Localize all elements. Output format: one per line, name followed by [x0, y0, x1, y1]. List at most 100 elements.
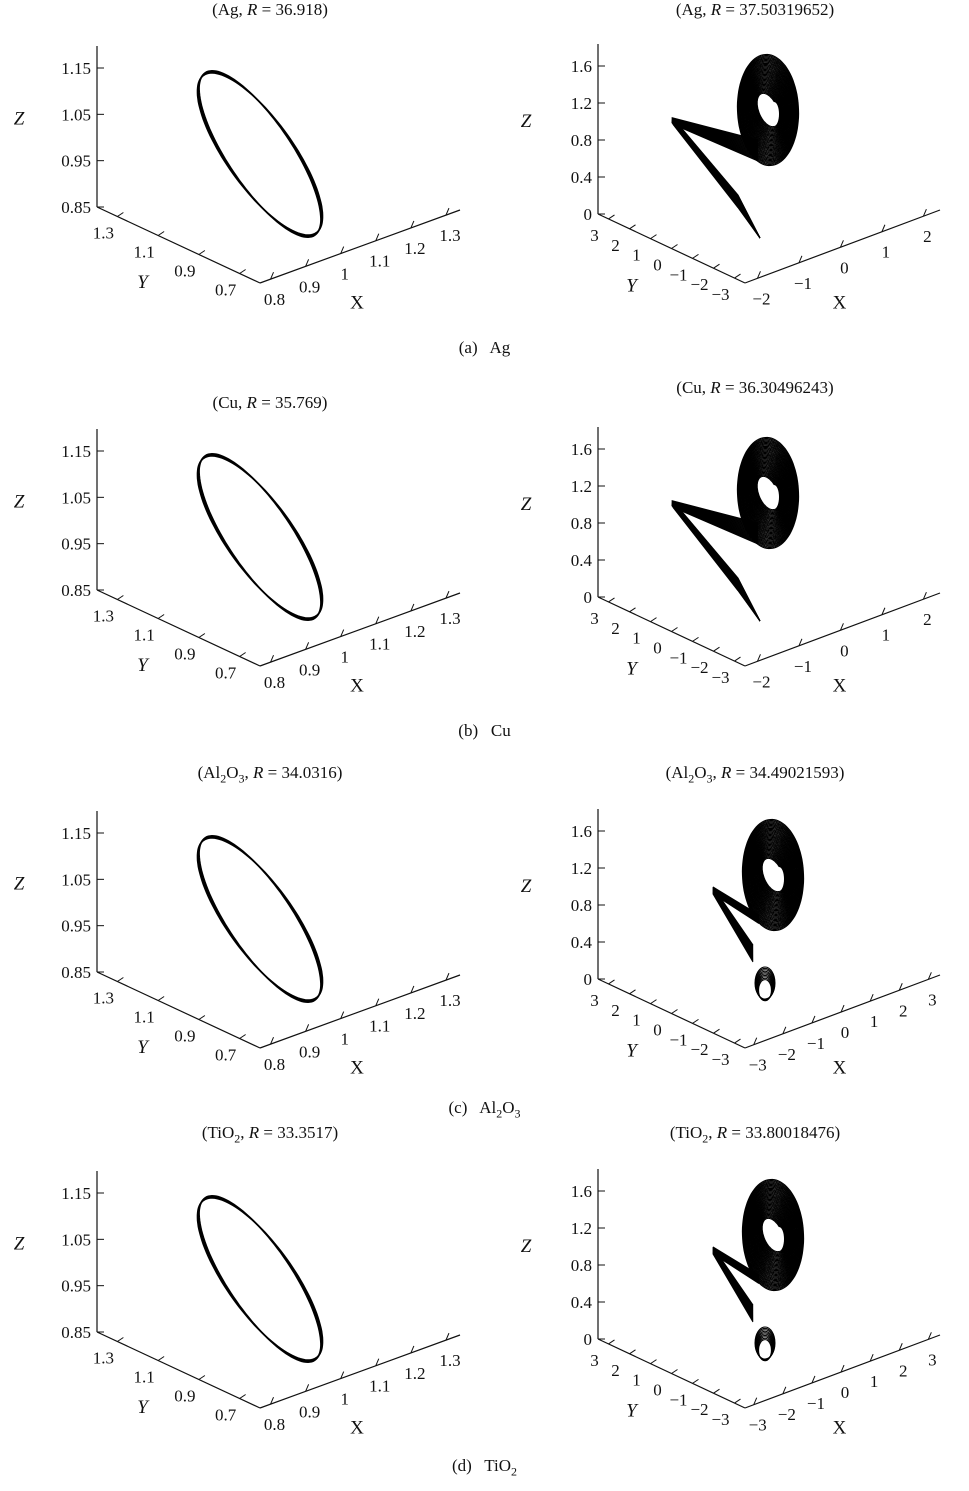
y-tick-label: 0.9	[174, 1027, 195, 1046]
attractor-loop	[752, 468, 784, 518]
x-axis-label: X	[350, 1418, 364, 1439]
attractor-loop	[753, 841, 793, 909]
attractor-loop	[759, 853, 787, 897]
x-tick-label: 0.9	[299, 1402, 320, 1421]
z-tick-label: 0.4	[571, 933, 593, 952]
y-tick-label: 0.9	[174, 645, 195, 664]
attractor-loop	[741, 62, 795, 158]
plot-panel: 1.6 1.2 0.8 0.4 0 Z 3 2 1 0 −1 −2 −3 Y −2 −1 0 1 2 X	[485, 0, 969, 340]
y-tick-label: −1	[669, 648, 687, 667]
z-tick-label: 0.85	[61, 963, 91, 982]
x-tick-label: 0.8	[264, 290, 285, 309]
z-tick-label: 1.15	[61, 442, 91, 461]
x-axis-label: X	[833, 676, 847, 697]
orbit-trajectory	[196, 452, 324, 622]
attractor-loop	[754, 88, 782, 132]
y-tick	[629, 607, 636, 613]
y-tick-label: −2	[690, 275, 708, 294]
z-tick-label: 0.4	[571, 551, 593, 570]
attractor-loop	[748, 1192, 798, 1278]
attractor-loop	[740, 61, 796, 159]
attractor-loop	[754, 1203, 792, 1267]
z-tick-label: 0.8	[571, 1256, 592, 1275]
y-tick	[692, 253, 699, 259]
x-tick	[340, 246, 345, 254]
attractor-loop	[754, 470, 782, 516]
x-tick	[756, 654, 761, 662]
x-tick	[445, 972, 450, 981]
y-tick-label: 0.9	[174, 1387, 195, 1406]
attractor-loop	[754, 87, 782, 133]
x-tick-label: 1.3	[439, 609, 460, 628]
attractor-loop	[752, 838, 794, 912]
x-tick-label: 1	[340, 1390, 349, 1409]
y-tick-label: 2	[611, 619, 620, 638]
attractor-loop	[737, 55, 799, 165]
orbit-trajectory	[196, 69, 324, 239]
z-tick-label: 0	[584, 588, 593, 607]
x-tick	[305, 259, 310, 267]
x-tick	[410, 1345, 415, 1354]
y-tick	[239, 269, 246, 274]
z-tick-label: 1.2	[571, 859, 592, 878]
x-tick-label: 1.2	[404, 239, 425, 258]
attractor-loop	[739, 59, 797, 161]
x-tick-label: −3	[749, 1416, 767, 1435]
attractor-loop	[757, 848, 789, 902]
x-tick-label: 1	[340, 265, 349, 284]
y-tick-label: −1	[669, 1030, 687, 1049]
attractor-loop	[757, 1210, 789, 1260]
y-tick	[239, 1394, 246, 1399]
attractor-trajectory	[671, 436, 800, 622]
x-tick-label: −1	[807, 1034, 825, 1053]
orbit-loop	[198, 69, 322, 239]
x-axis-label: X	[350, 293, 364, 314]
attractor-loop	[745, 825, 801, 925]
orbit-loop	[197, 71, 323, 237]
attractor-loop	[748, 459, 788, 527]
attractor-loop	[750, 462, 786, 524]
attractor-loop	[755, 473, 781, 513]
attractor-loop	[739, 58, 797, 162]
axes: 1.15 1.05 0.95 0.85 Z 1.3 1.1 0.9 0.7 Y 0.8 0.9 1 1.1…	[14, 429, 461, 697]
x-tick-label: 1.2	[404, 1364, 425, 1383]
y-tick	[671, 1369, 678, 1374]
attractor-loop	[747, 73, 789, 147]
attractor-loop	[755, 89, 781, 131]
y-tick	[608, 979, 615, 985]
attractor-lower-scroll	[758, 979, 772, 1002]
plot-svg: 1.15 1.05 0.95 0.85 Z 1.3 1.1 0.9 0.7 Y 0.8 0.9 1 1.1…	[14, 429, 461, 697]
y-tick	[629, 989, 636, 995]
x-tick	[839, 623, 844, 631]
attractor-loop	[756, 475, 780, 511]
y-tick	[608, 1339, 615, 1345]
attractor-loop	[748, 831, 798, 919]
z-tick-label: 1.05	[61, 105, 91, 124]
x-axis-label: X	[833, 1418, 847, 1439]
plot-title: (TiO2, R = 33.3517)	[201, 1123, 339, 1146]
y-tick	[650, 617, 657, 623]
x-tick	[922, 209, 927, 217]
attractor-loop	[741, 445, 795, 541]
x-axis-line	[744, 592, 941, 667]
y-tick-label: −2	[690, 1040, 708, 1059]
y-axis-label: Y	[137, 1397, 150, 1418]
z-tick-label: 0.95	[61, 917, 91, 936]
z-tick-label: 0	[584, 205, 593, 224]
x-tick	[445, 590, 450, 599]
x-tick-label: 1	[340, 648, 349, 667]
x-axis-label: X	[833, 293, 847, 314]
x-tick	[927, 972, 932, 980]
z-tick-label: 1.15	[61, 59, 91, 78]
y-tick-label: 1	[632, 629, 641, 648]
z-tick-label: 1.2	[571, 94, 592, 113]
attractor-loop	[738, 439, 798, 547]
attractor-loop	[742, 63, 794, 157]
attractor-hole	[774, 1227, 784, 1251]
y-tick-label: 1.1	[134, 626, 155, 645]
attractor-loop	[740, 443, 796, 543]
x-tick-label: 0.9	[299, 1042, 320, 1061]
x-tick-label: −1	[807, 1394, 825, 1413]
